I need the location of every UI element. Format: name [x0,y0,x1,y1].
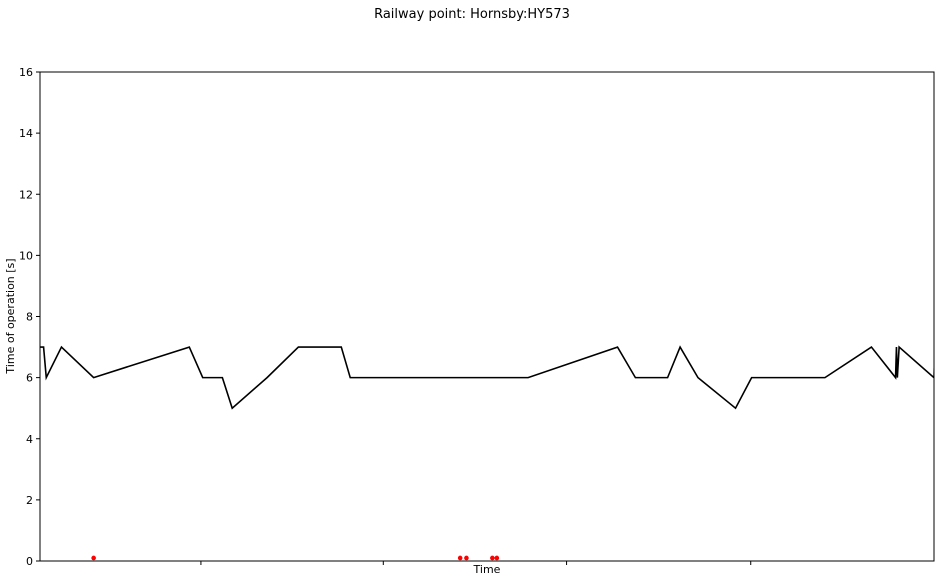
y-axis: 0 2 4 6 8 10 12 14 16 [19,66,40,568]
marker-point [490,555,495,561]
x-axis-title: Time [473,563,501,576]
y-tick-label: 2 [26,494,33,507]
x-axis [200,561,752,565]
axes-frame [39,71,935,562]
y-tick-label: 6 [26,372,33,385]
y-tick-label: 16 [19,66,33,79]
y-axis-title: Time of operation [s] [4,258,17,374]
y-tick-label: 12 [19,188,33,201]
y-tick-label: 14 [19,127,33,140]
marker-point [91,555,96,561]
plot-area [40,345,934,561]
y-tick-label: 4 [26,433,33,446]
series-line-0 [40,345,934,410]
marker-point [494,555,500,561]
marker-point [457,555,463,561]
marker-point [464,555,469,561]
chart-title: Railway point: Hornsby:HY573 [374,7,570,22]
y-tick-label: 8 [26,311,33,324]
y-tick-label: 10 [19,249,33,262]
y-tick-label: 0 [26,555,33,568]
